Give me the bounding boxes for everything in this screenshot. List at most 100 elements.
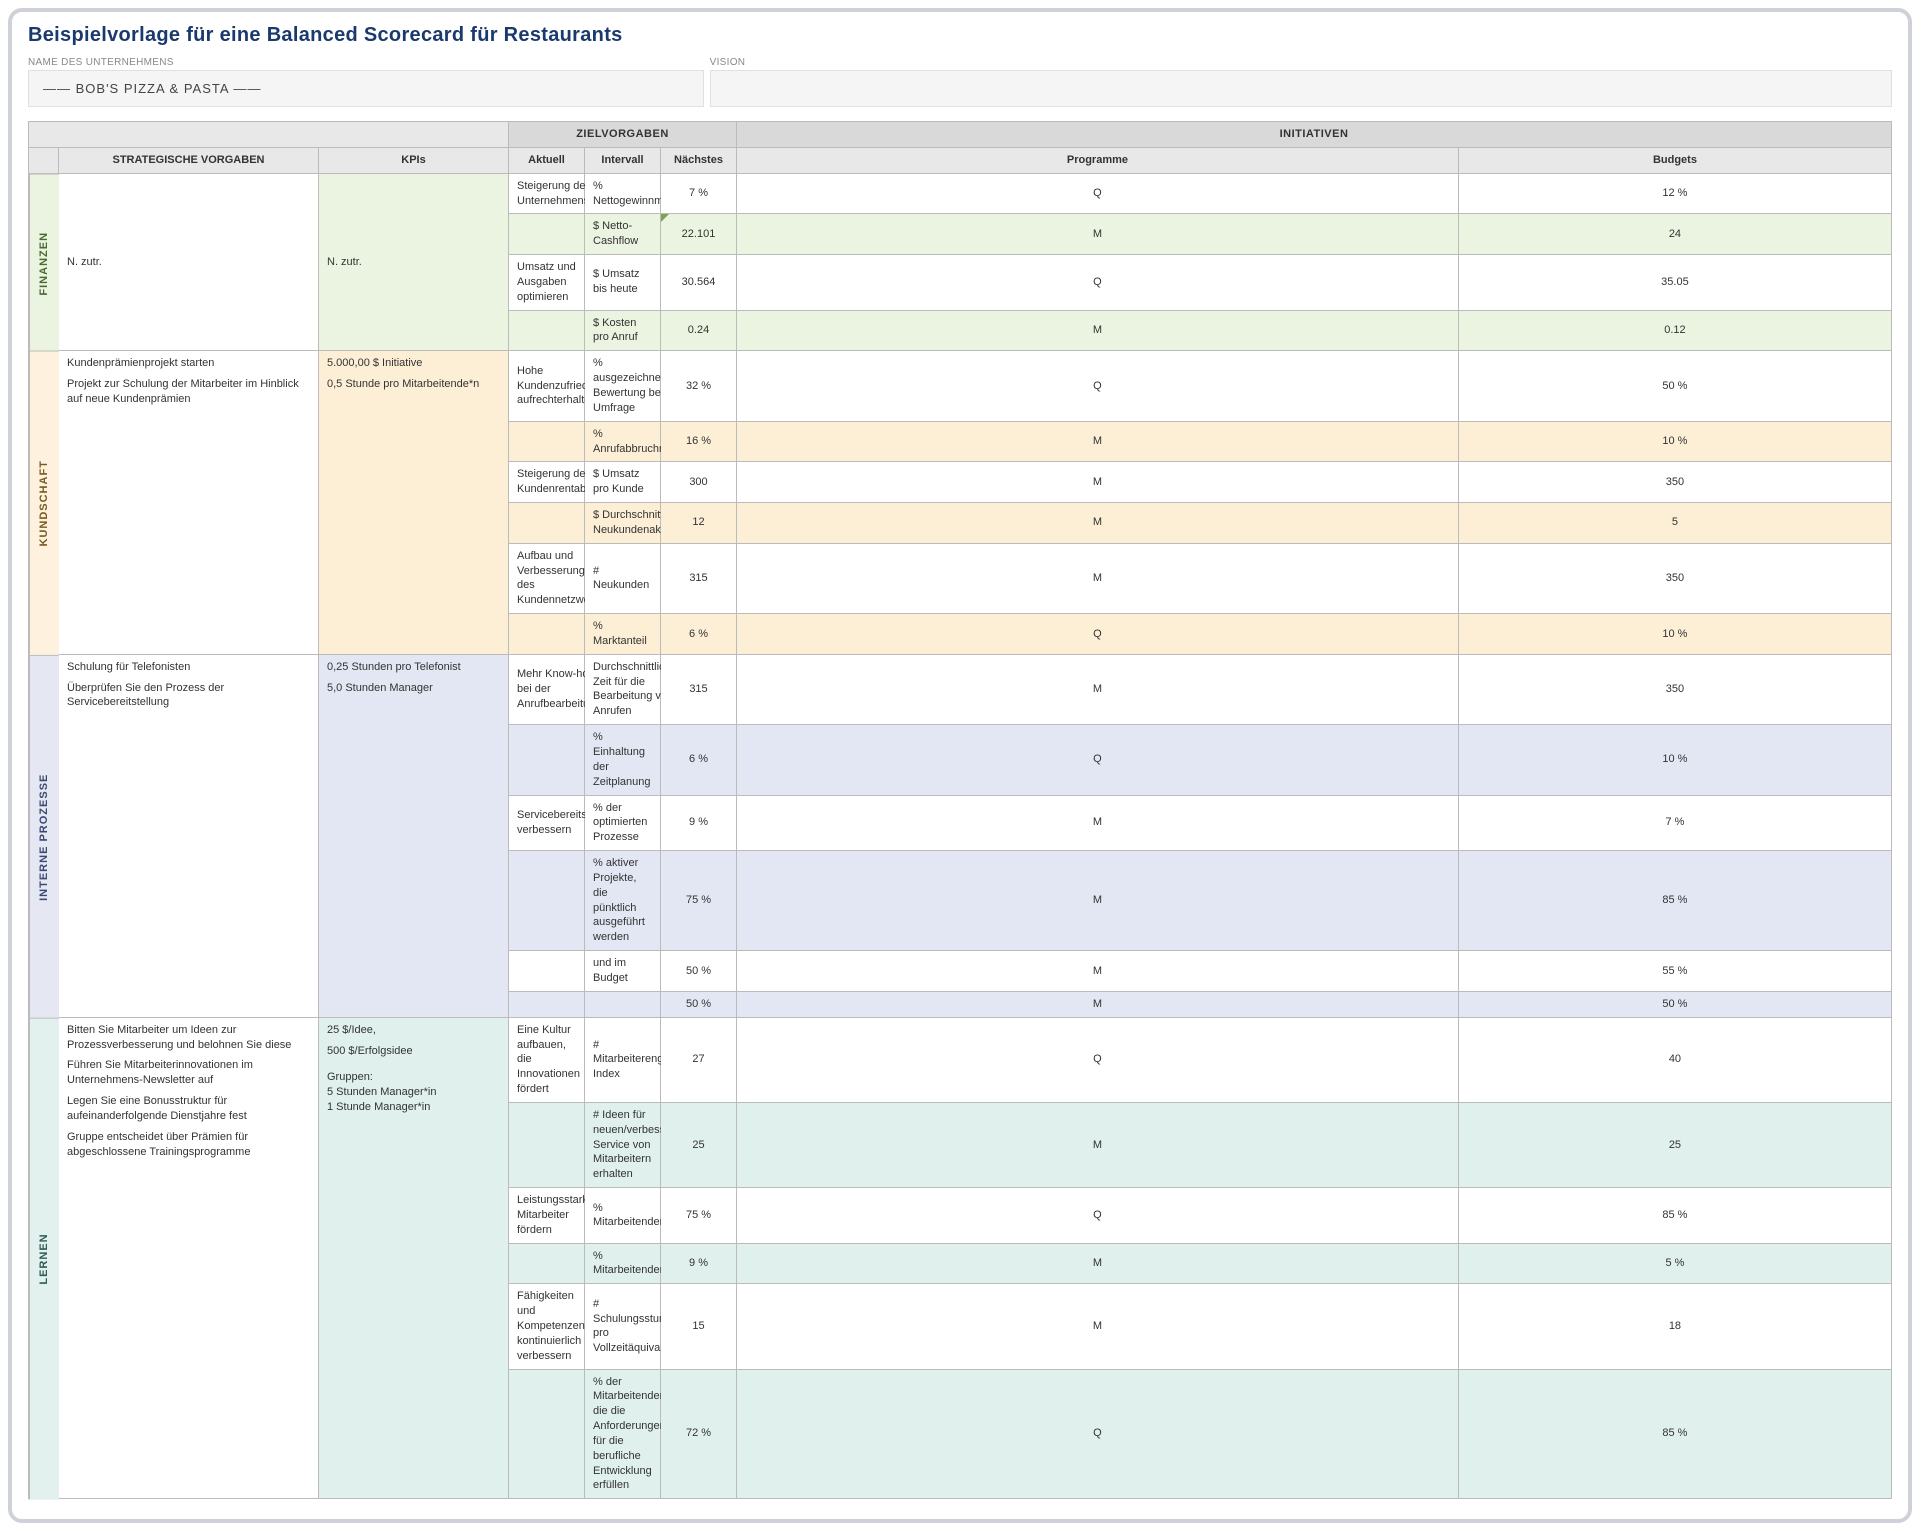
int-obj-2b	[509, 851, 585, 951]
int-kpi-3: % der optimierten Prozesse	[585, 796, 661, 852]
ler-bud-5: 1 Stunde Manager*in	[327, 1100, 500, 1115]
int-kpi-4: % aktiver Projekte, die pünktlich ausgef…	[585, 851, 661, 951]
int-kpi-6	[585, 992, 661, 1018]
int-n3: 7 %	[1459, 796, 1892, 852]
fin-obj-2b	[509, 311, 585, 352]
ler-a2: 25	[661, 1103, 737, 1188]
header-labels-row: NAME DES UNTERNEHMENS VISION	[28, 57, 1892, 68]
int-a4: 75 %	[661, 851, 737, 951]
ler-prog-3: Legen Sie eine Bonusstruktur für aufeina…	[67, 1094, 310, 1124]
kun-a4: 12	[661, 503, 737, 544]
ler-a4: 9 %	[661, 1244, 737, 1285]
ler-obj-1b	[509, 1103, 585, 1188]
ler-kpi-3: % Mitarbeitendenzufriedenheit	[585, 1188, 661, 1244]
ler-programs: Bitten Sie Mitarbeiter um Ideen zur Proz…	[59, 1018, 319, 1500]
ler-i5: M	[737, 1284, 1459, 1369]
programs-header: Programme	[737, 148, 1459, 174]
kun-kpi-1: % ausgezeichnete Bewertung bei Umfrage	[585, 351, 661, 421]
ler-kpi-6: % der Mitarbeitenden, die die Anforderun…	[585, 1370, 661, 1500]
kpis-header: KPIs	[319, 148, 509, 174]
scorecard-grid: ZIELVORGABEN INITIATIVEN STRATEGISCHE VO…	[28, 121, 1892, 1499]
next-header: Nächstes	[661, 148, 737, 174]
kun-i3: M	[737, 462, 1459, 503]
int-bud-2: 5,0 Stunden Manager	[327, 681, 500, 696]
fin-obj-2: Umsatz und Ausgaben optimieren	[509, 255, 585, 311]
fin-kpi-3: $ Umsatz bis heute	[585, 255, 661, 311]
kun-prog-1: Kundenprämienprojekt starten	[67, 356, 310, 371]
ler-obj-3b	[509, 1370, 585, 1500]
initiatives-header: INITIATIVEN	[737, 122, 1892, 148]
fin-budgets: N. zutr.	[319, 174, 509, 352]
kun-obj-1: Hohe Kundenzufriedenheit aufrechterhalte…	[509, 351, 585, 421]
int-n4: 85 %	[1459, 851, 1892, 951]
kun-i1: Q	[737, 351, 1459, 421]
ler-n2: 25	[1459, 1103, 1892, 1188]
kun-n2: 10 %	[1459, 422, 1892, 463]
int-a2: 6 %	[661, 725, 737, 795]
kun-i2: M	[737, 422, 1459, 463]
int-prog-2: Überprüfen Sie den Prozess der Servicebe…	[67, 681, 310, 711]
kun-n6: 10 %	[1459, 614, 1892, 655]
ler-budgets: 25 $/Idee, 500 $/Erfolgsidee Gruppen: 5 …	[319, 1018, 509, 1500]
scorecard-frame: Beispielvorlage für eine Balanced Scorec…	[8, 8, 1912, 1523]
int-budgets: 0,25 Stunden pro Telefonist 5,0 Stunden …	[319, 655, 509, 1018]
ler-n3: 85 %	[1459, 1188, 1892, 1244]
kun-a6: 6 %	[661, 614, 737, 655]
kun-obj-3: Aufbau und Verbesserung des Kundennetzwe…	[509, 544, 585, 614]
int-n1: 350	[1459, 655, 1892, 725]
fin-n4: 0.12	[1459, 311, 1892, 352]
fin-kpi-2: $ Netto-Cashflow	[585, 214, 661, 255]
vision-box	[710, 70, 1892, 107]
budgets-header: Budgets	[1459, 148, 1892, 174]
ler-bud-2: 500 $/Erfolgsidee	[327, 1044, 500, 1059]
fin-kpi-1: % Nettogewinnmarge	[585, 174, 661, 215]
company-name-box: —— BOB'S PIZZA & PASTA ——	[28, 70, 704, 107]
kun-kpi-2: % Anrufabbruchrate	[585, 422, 661, 463]
int-i5: M	[737, 951, 1459, 992]
ler-n6: 85 %	[1459, 1370, 1892, 1500]
ler-i1: Q	[737, 1018, 1459, 1103]
fin-i4: M	[737, 311, 1459, 352]
int-obj-1b	[509, 725, 585, 795]
current-header: Aktuell	[509, 148, 585, 174]
kun-obj-2b	[509, 503, 585, 544]
kun-n4: 5	[1459, 503, 1892, 544]
fin-i1: Q	[737, 174, 1459, 215]
kun-kpi-4: $ Durchschnittliche Neukundenakquisition…	[585, 503, 661, 544]
ler-n4: 5 %	[1459, 1244, 1892, 1285]
kun-bud-2: 0,5 Stunde pro Mitarbeitende*n	[327, 377, 500, 392]
category-interne-prozesse: INTERNE PROZESSE	[29, 655, 59, 1018]
int-obj-3	[509, 951, 585, 992]
int-obj-2: Servicebereitstellung verbessern	[509, 796, 585, 852]
kun-obj-1b	[509, 422, 585, 463]
kun-prog-2: Projekt zur Schulung der Mitarbeiter im …	[67, 377, 310, 407]
fin-n3: 35.05	[1459, 255, 1892, 311]
int-i3: M	[737, 796, 1459, 852]
kun-obj-3b	[509, 614, 585, 655]
int-i2: Q	[737, 725, 1459, 795]
int-a5: 50 %	[661, 951, 737, 992]
kun-kpi-5: # Neukunden	[585, 544, 661, 614]
fin-n2: 24	[1459, 214, 1892, 255]
fin-programs: N. zutr.	[59, 174, 319, 352]
ler-obj-3: Fähigkeiten und Kompetenzen kontinuierli…	[509, 1284, 585, 1369]
fin-i2: M	[737, 214, 1459, 255]
ler-n1: 40	[1459, 1018, 1892, 1103]
header-blank-left	[29, 122, 509, 148]
ler-obj-2: Leistungsstarke Mitarbeiter fördern	[509, 1188, 585, 1244]
ler-a5: 15	[661, 1284, 737, 1369]
ler-i2: M	[737, 1103, 1459, 1188]
int-bud-1: 0,25 Stunden pro Telefonist	[327, 660, 500, 675]
ler-bud-3: Gruppen:	[327, 1070, 500, 1085]
int-kpi-5: und im Budget	[585, 951, 661, 992]
kun-n5: 350	[1459, 544, 1892, 614]
ler-obj-2b	[509, 1244, 585, 1285]
int-kpi-2: % Einhaltung der Zeitplanung	[585, 725, 661, 795]
fin-a2: 22.101	[661, 214, 737, 255]
int-i6: M	[737, 992, 1459, 1018]
kun-n3: 350	[1459, 462, 1892, 503]
int-n6: 50 %	[1459, 992, 1892, 1018]
company-label: NAME DES UNTERNEHMENS	[28, 57, 704, 68]
kun-programs: Kundenprämienprojekt starten Projekt zur…	[59, 351, 319, 655]
fin-n1: 12 %	[1459, 174, 1892, 215]
